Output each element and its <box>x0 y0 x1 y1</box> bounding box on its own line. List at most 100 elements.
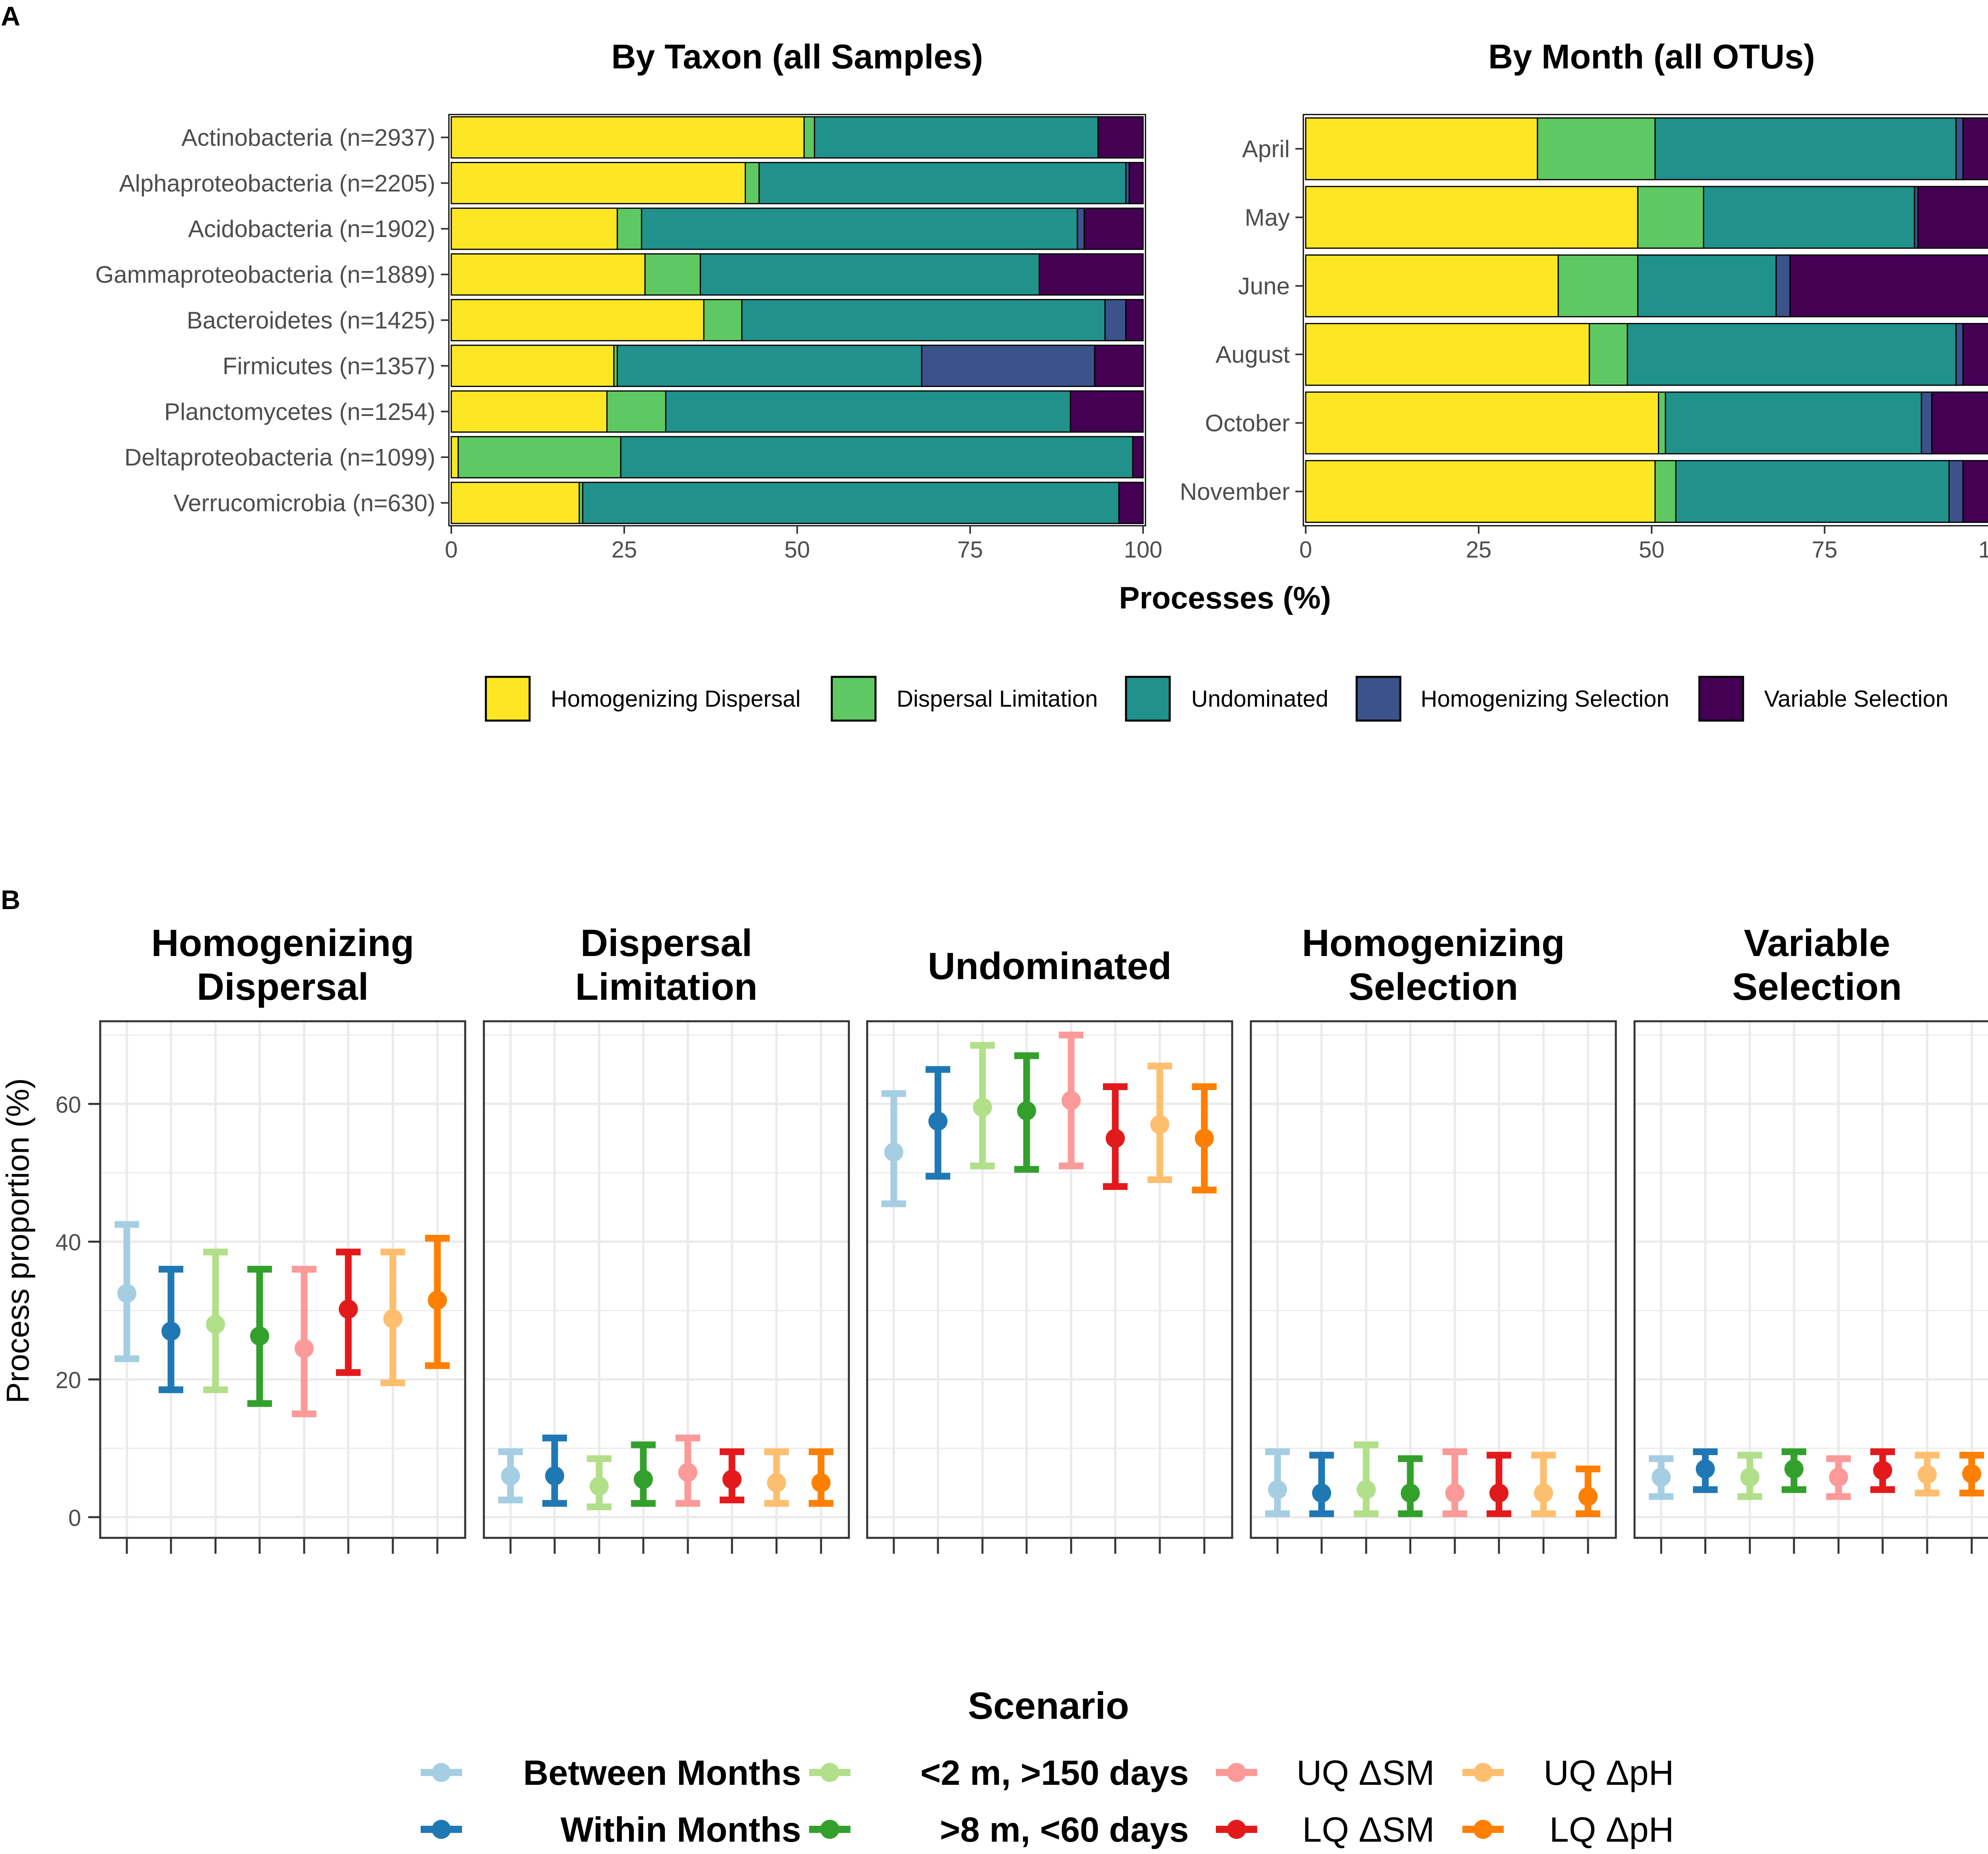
process-legend: Homogenizing Dispersal Dispersal Limitati… <box>485 676 1948 722</box>
errorbar-uq-sm <box>1442 1448 1467 1517</box>
legend-key-dispersal-limitation <box>831 676 877 722</box>
bar-segment-october-undominated <box>1665 391 1922 455</box>
legend-label-dispersal-limitation: Dispersal Limitation <box>897 686 1098 712</box>
scenario-legend: Scenario Between Months Within Months <2 m,… <box>421 1685 1674 1849</box>
y-tick-label-0: 0 <box>68 1505 81 1531</box>
scenario-label-uq-sm: UQ ΔSM <box>1297 1753 1435 1792</box>
errorbar-mean-point <box>501 1466 520 1486</box>
scenario-label-within-months: Within Months <box>561 1810 801 1849</box>
category-label-november: November <box>1180 478 1290 505</box>
scenario-label-uq-ph: UQ ΔpH <box>1543 1753 1674 1792</box>
bar-segment-actinobacteria-n-2937-variable-selection <box>1097 116 1144 159</box>
bar-segment-alphaproteobacteria-n-2205-variable-selection <box>1128 162 1144 204</box>
errorbar-mean-point <box>545 1466 564 1486</box>
category-label-verrucomicrobia-n-630: Verrucomicrobia (n=630) <box>173 490 435 517</box>
bar-segment-june-dispersal-limitation <box>1557 254 1639 317</box>
errorbar-mean-point <box>250 1326 269 1346</box>
bar-segment-november-variable-selection <box>1962 460 1988 523</box>
scenario-key-point-8-m-60-days <box>820 1820 839 1839</box>
x-tick-label-100: 100 <box>1978 537 1988 563</box>
bar-segment-may-homogenizing-dispersal <box>1305 186 1639 249</box>
errorbar-uq-sm <box>1059 1032 1083 1170</box>
errorbar-uq-ph <box>1915 1452 1939 1496</box>
errorbar-mean-point <box>1962 1464 1981 1483</box>
bar-segment-actinobacteria-n-2937-dispersal-limitation <box>803 116 815 159</box>
errorbar-mean-point <box>973 1098 992 1117</box>
bar-segment-firmicutes-n-1357-variable-selection <box>1094 344 1144 387</box>
errorbar-2-m-150-days <box>1738 1452 1762 1500</box>
facet-frame <box>1250 1020 1617 1539</box>
errorbar-mean-point <box>1062 1091 1081 1110</box>
bar-segment-verrucomicrobia-n-630-variable-selection <box>1118 482 1144 524</box>
bar-segment-november-undominated <box>1675 460 1950 523</box>
x-tick-label-75: 75 <box>1812 537 1838 563</box>
scenario-key-point-lq-sm <box>1227 1820 1246 1839</box>
errorbar-mean-point <box>117 1284 136 1303</box>
scenario-label-lq-sm: LQ ΔSM <box>1302 1810 1435 1849</box>
category-label-deltaproteobacteria-n-1099: Deltaproteobacteria (n=1099) <box>124 444 435 471</box>
errorbar-mean-point <box>590 1477 609 1496</box>
errorbar-uq-sm <box>292 1266 316 1417</box>
bar-segment-bacteroidetes-n-1425-dispersal-limitation <box>703 299 743 342</box>
category-label-actinobacteria-n-2937: Actinobacteria (n=2937) <box>181 124 435 151</box>
facet-title-line-2: Dispersal <box>197 966 369 1008</box>
legend-label-homogenizing-selection: Homogenizing Selection <box>1421 686 1669 712</box>
errorbar-mean-point <box>1150 1115 1169 1134</box>
errorbar-mean-point <box>767 1473 786 1493</box>
bar-segment-verrucomicrobia-n-630-undominated <box>582 482 1120 524</box>
taxon-chart-title: By Taxon (all Samples) <box>611 38 983 76</box>
bar-segment-deltaproteobacteria-n-1099-variable-selection <box>1132 436 1144 478</box>
legend-key-homogenizing-dispersal <box>485 676 531 722</box>
bar-segment-april-dispersal-limitation <box>1537 117 1656 181</box>
errorbar-2-m-150-days <box>1354 1441 1378 1517</box>
bar-segment-acidobacteria-n-1902-undominated <box>641 208 1078 250</box>
errorbar-lq-sm <box>1870 1448 1895 1493</box>
bar-segment-october-dispersal-limitation <box>1658 391 1666 455</box>
errorbar-lq-ph <box>1959 1452 1984 1496</box>
facet-title-line-1: Variable <box>1744 922 1890 964</box>
category-label-firmicutes-n-1357: Firmicutes (n=1357) <box>223 353 435 379</box>
scenario-label-between-months: Between Months <box>523 1753 801 1792</box>
legend-key-undominated <box>1125 676 1171 722</box>
bar-segment-november-dispersal-limitation <box>1654 460 1677 523</box>
bar-segment-actinobacteria-n-2937-undominated <box>814 116 1099 159</box>
errorbar-mean-point <box>428 1290 447 1310</box>
errorbar-mean-point <box>161 1322 181 1341</box>
x-tick-label-0: 0 <box>445 537 458 563</box>
scenario-label-8-m-60-days: >8 m, <60 days <box>940 1810 1189 1849</box>
errorbar-between-months <box>1265 1448 1290 1517</box>
bar-segment-october-homogenizing-selection <box>1921 391 1933 455</box>
bar-segment-acidobacteria-n-1902-homogenizing-dispersal <box>450 208 618 250</box>
errorbar-mean-point <box>1534 1483 1553 1503</box>
errorbar-mean-point <box>1784 1459 1804 1479</box>
bar-segment-firmicutes-n-1357-homogenizing-selection <box>921 344 1095 387</box>
bar-segment-april-undominated <box>1654 117 1957 181</box>
facet-title-line-2: Limitation <box>575 966 758 1008</box>
bar-segment-gammaproteobacteria-n-1889-variable-selection <box>1039 253 1144 296</box>
errorbar-8-m-60-days <box>1014 1052 1039 1173</box>
errorbar-2-m-150-days <box>587 1455 612 1510</box>
bar-segment-planctomycetes-n-1254-undominated <box>665 390 1071 433</box>
category-label-alphaproteobacteria-n-2205: Alphaproteobacteria (n=2205) <box>119 170 435 196</box>
bar-segment-actinobacteria-n-2937-homogenizing-dispersal <box>450 116 805 159</box>
errorbar-mean-point <box>884 1143 903 1162</box>
category-label-june: June <box>1238 273 1290 299</box>
errorbar-between-months <box>1649 1455 1673 1500</box>
bar-segment-bacteroidetes-n-1425-homogenizing-selection <box>1104 299 1127 342</box>
category-label-may: May <box>1245 204 1290 231</box>
errorbar-mean-point <box>206 1315 225 1334</box>
bar-segment-acidobacteria-n-1902-homogenizing-selection <box>1077 208 1085 250</box>
scenario-key-point-lq-ph <box>1474 1820 1493 1839</box>
facet-title: Undominated <box>928 945 1171 987</box>
errorbar-8-m-60-days <box>247 1266 272 1407</box>
errorbar-between-months <box>498 1448 523 1504</box>
panel-a-x-axis-title: Processes (%) <box>1119 580 1331 615</box>
errorbar-mean-point <box>1740 1467 1759 1487</box>
bar-segment-may-undominated <box>1703 186 1915 249</box>
errorbar-mean-point <box>1489 1483 1508 1503</box>
errorbar-mean-point <box>1445 1483 1464 1503</box>
errorbar-within-months <box>1309 1452 1334 1517</box>
